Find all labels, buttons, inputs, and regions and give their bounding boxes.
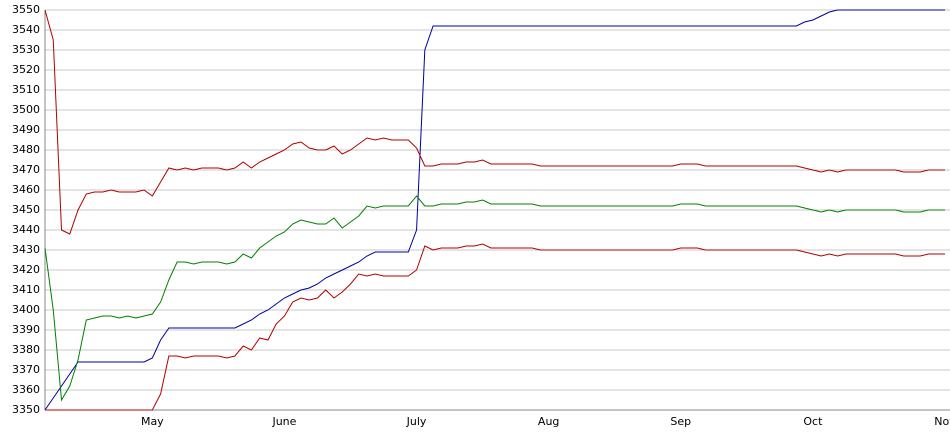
y-tick-label: 3460: [12, 183, 40, 196]
x-tick-label: June: [271, 415, 296, 428]
y-tick-label: 3470: [12, 163, 40, 176]
y-tick-label: 3510: [12, 83, 40, 96]
y-tick-label: 3360: [12, 383, 40, 396]
series-line: [45, 243, 945, 411]
series-line: [44, 9, 945, 235]
y-tick-label: 3540: [12, 23, 40, 36]
series-line: [44, 195, 945, 402]
y-tick-label: 3550: [12, 3, 40, 16]
y-tick-label: 3430: [12, 243, 40, 256]
x-tick-label: July: [406, 415, 427, 428]
y-tick-label: 3440: [12, 223, 40, 236]
x-tick-label: Sep: [670, 415, 691, 428]
y-tick-label: 3520: [12, 63, 40, 76]
x-tick-label: Aug: [538, 415, 559, 428]
y-tick-label: 3490: [12, 123, 40, 136]
x-tick-label: Nov: [934, 415, 950, 428]
y-tick-label: 3480: [12, 143, 40, 156]
y-tick-label: 3530: [12, 43, 40, 56]
y-tick-label: 3420: [12, 263, 40, 276]
y-tick-label: 3380: [12, 343, 40, 356]
x-tick-label: Oct: [803, 415, 823, 428]
y-tick-label: 3350: [12, 403, 40, 416]
y-tick-label: 3390: [12, 323, 40, 336]
y-tick-label: 3400: [12, 303, 40, 316]
y-tick-label: 3370: [12, 363, 40, 376]
y-tick-label: 3450: [12, 203, 40, 216]
x-tick-label: May: [141, 415, 164, 428]
y-tick-label: 3500: [12, 103, 40, 116]
series-line: [44, 9, 945, 411]
y-tick-label: 3410: [12, 283, 40, 296]
